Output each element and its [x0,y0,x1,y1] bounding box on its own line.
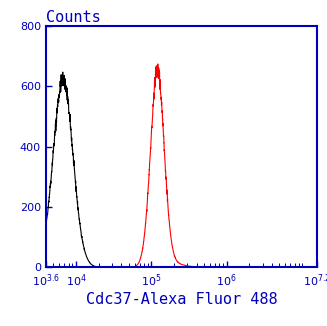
Text: Counts: Counts [46,10,100,25]
X-axis label: Cdc37-Alexa Fluor 488: Cdc37-Alexa Fluor 488 [86,291,277,306]
